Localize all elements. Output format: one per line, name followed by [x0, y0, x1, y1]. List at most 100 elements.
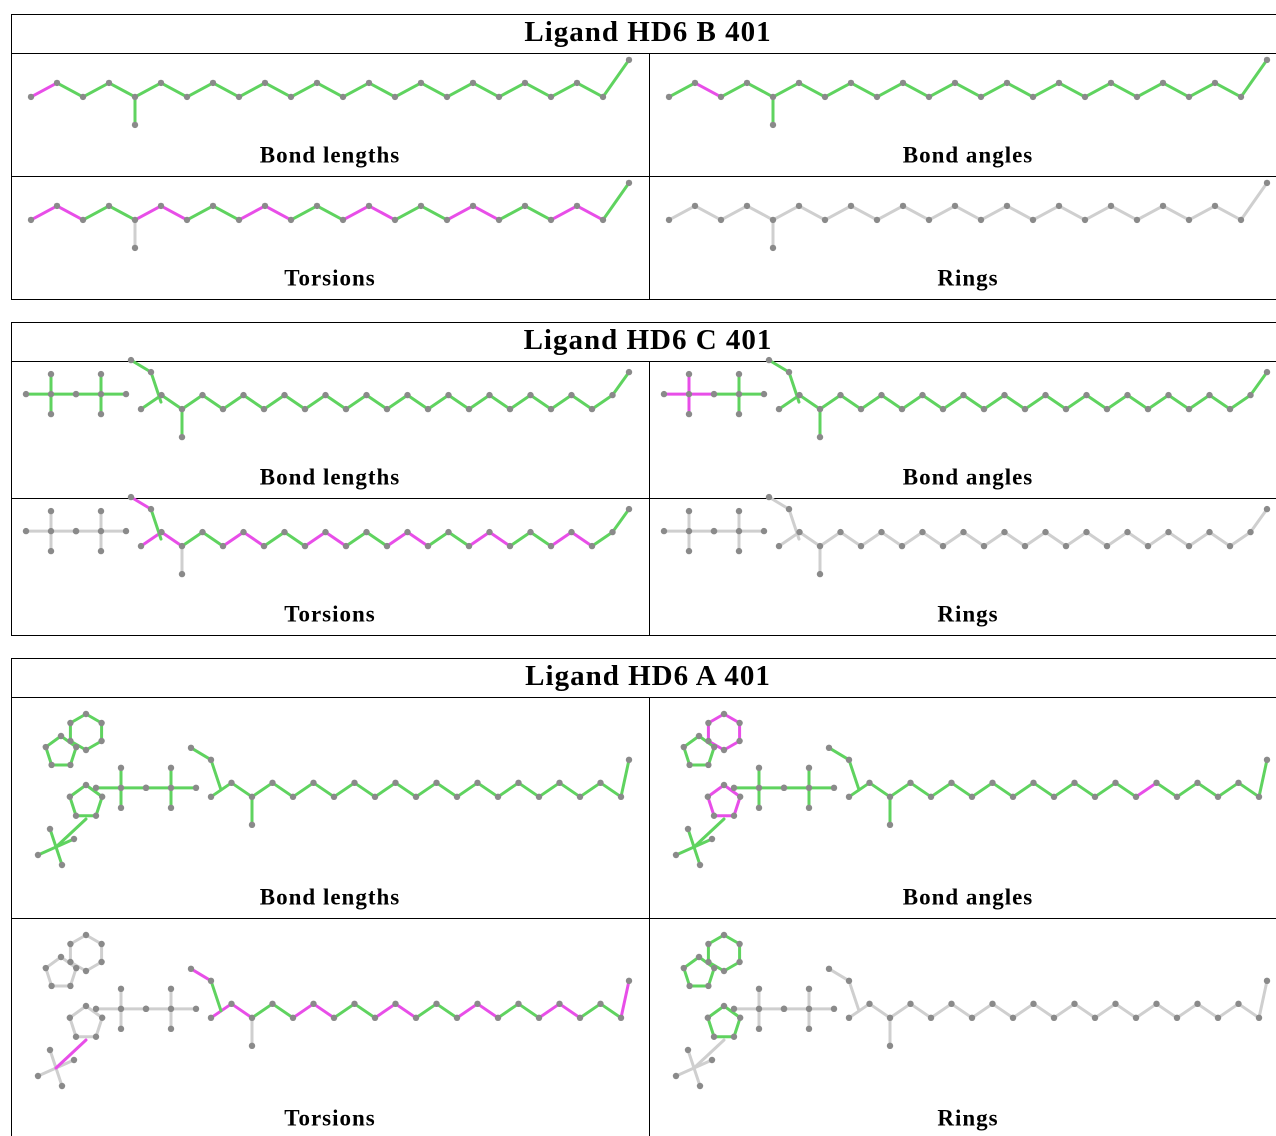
bond	[1111, 83, 1137, 97]
atom	[846, 1015, 852, 1021]
atom	[83, 782, 89, 788]
atom	[686, 411, 692, 417]
bond	[1169, 532, 1190, 546]
atom	[249, 1043, 255, 1049]
bond	[890, 1004, 911, 1018]
atom	[806, 1026, 812, 1032]
atom	[1215, 794, 1221, 800]
atom	[1186, 217, 1192, 223]
atom	[556, 1001, 562, 1007]
atom	[1160, 80, 1166, 86]
bond	[695, 206, 721, 220]
atom	[1063, 543, 1069, 549]
atom	[1124, 529, 1130, 535]
atom	[600, 217, 606, 223]
bond	[882, 395, 903, 409]
atom	[1001, 529, 1007, 535]
bond	[1075, 783, 1096, 797]
bond	[211, 760, 221, 790]
bond	[572, 532, 593, 546]
atom	[806, 765, 812, 771]
atom	[1056, 203, 1062, 209]
atom	[281, 529, 287, 535]
atom	[433, 780, 439, 786]
bond	[473, 83, 499, 97]
bond	[984, 395, 1005, 409]
bond	[264, 395, 285, 409]
atom	[556, 780, 562, 786]
atom	[626, 506, 632, 512]
atom	[1256, 794, 1262, 800]
atom	[731, 1034, 737, 1040]
atom	[322, 392, 328, 398]
bond	[1215, 83, 1241, 97]
atom	[404, 392, 410, 398]
bond	[525, 206, 551, 220]
atom	[766, 357, 772, 363]
atom	[692, 80, 698, 86]
atom	[48, 371, 54, 377]
bond	[57, 206, 83, 220]
atom	[705, 941, 711, 947]
atom	[736, 391, 742, 397]
atom	[168, 986, 174, 992]
atom	[926, 217, 932, 223]
bond	[285, 395, 306, 409]
bond	[396, 783, 417, 797]
bond	[1230, 395, 1251, 409]
bond	[592, 532, 613, 546]
atom	[1194, 1001, 1200, 1007]
bond	[1013, 1004, 1034, 1018]
bond	[273, 783, 294, 797]
atom	[711, 391, 717, 397]
atom	[1212, 80, 1218, 86]
atom	[736, 720, 742, 726]
atom	[1264, 180, 1270, 186]
atom	[1134, 217, 1140, 223]
atom	[697, 1083, 703, 1089]
bond	[799, 206, 825, 220]
bond	[911, 783, 932, 797]
bond	[449, 395, 470, 409]
bond	[355, 1004, 376, 1018]
table-border	[12, 659, 1276, 1136]
atom	[138, 406, 144, 412]
atom	[466, 406, 472, 412]
atom	[1133, 1015, 1139, 1021]
bond	[519, 1004, 540, 1018]
atom	[1010, 794, 1016, 800]
bond	[955, 206, 981, 220]
atom	[568, 529, 574, 535]
bond	[601, 1004, 622, 1018]
atom	[106, 80, 112, 86]
atom	[731, 785, 737, 791]
atom	[673, 1073, 679, 1079]
bond	[244, 395, 265, 409]
atom	[99, 1015, 105, 1021]
bond	[498, 783, 519, 797]
bond	[955, 83, 981, 97]
atom	[817, 543, 823, 549]
bond	[849, 760, 859, 790]
bond	[613, 509, 630, 532]
atom	[331, 794, 337, 800]
atom	[1134, 94, 1140, 100]
bond	[1034, 1004, 1055, 1018]
atom	[495, 1015, 501, 1021]
atom	[372, 1015, 378, 1021]
atom	[1264, 57, 1270, 63]
atom	[952, 80, 958, 86]
atom	[59, 1083, 65, 1089]
bond	[669, 206, 695, 220]
atom	[709, 836, 715, 842]
atom	[132, 217, 138, 223]
atom	[1227, 543, 1233, 549]
bond	[223, 395, 244, 409]
bond	[291, 206, 317, 220]
atom	[98, 528, 104, 534]
atom	[486, 529, 492, 535]
bond	[437, 783, 458, 797]
atom	[433, 1001, 439, 1007]
atom	[796, 529, 802, 535]
bond	[1116, 783, 1137, 797]
